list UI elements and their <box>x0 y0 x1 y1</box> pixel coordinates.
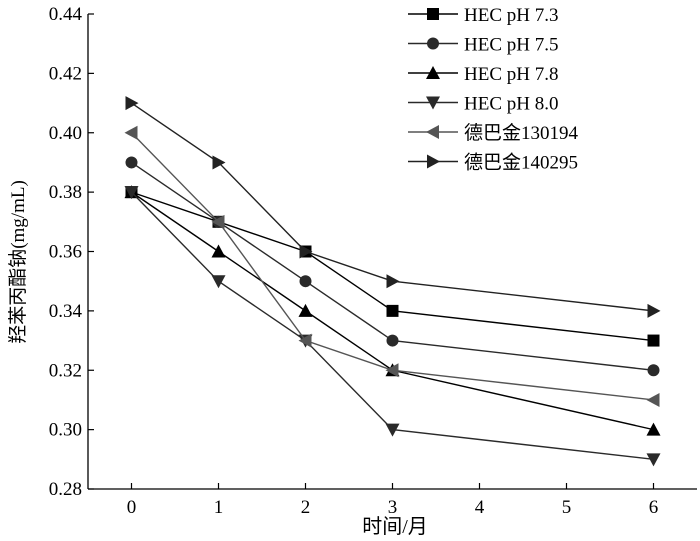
data-point <box>646 422 661 436</box>
y-tick-label: 0.42 <box>49 63 82 84</box>
legend-label: HEC pH 7.3 <box>464 5 558 26</box>
series-line <box>130 191 654 461</box>
x-tick-label: 6 <box>649 497 659 518</box>
legend-label: HEC pH 7.5 <box>464 35 558 56</box>
y-tick-label: 0.30 <box>49 420 82 441</box>
legend-label: 德巴金140295 <box>464 152 578 174</box>
series-6 <box>125 96 661 318</box>
y-tick-label: 0.28 <box>49 479 82 500</box>
data-point <box>386 274 400 289</box>
series-line <box>131 191 654 342</box>
y-tick-label: 0.36 <box>49 242 82 263</box>
legend-item: HEC pH 8.0 <box>408 94 558 115</box>
data-point <box>386 334 399 347</box>
x-tick-label: 1 <box>214 497 224 518</box>
y-tick-label: 0.34 <box>49 301 83 322</box>
data-point <box>211 244 226 258</box>
legend-item: 德巴金140295 <box>408 152 578 174</box>
legend-label: HEC pH 8.0 <box>464 94 558 115</box>
legend-marker <box>426 66 440 79</box>
data-point <box>298 333 312 348</box>
data-point <box>646 453 661 467</box>
y-tick-label: 0.38 <box>49 182 82 203</box>
data-point <box>299 275 312 288</box>
data-point <box>124 186 139 200</box>
x-axis-label: 时间/月 <box>362 515 428 538</box>
legend-marker <box>426 96 440 110</box>
series-5 <box>124 125 660 407</box>
legend-label: HEC pH 7.8 <box>464 64 558 85</box>
y-tick-label: 0.44 <box>49 4 83 25</box>
x-tick-label: 2 <box>301 497 311 518</box>
legend-marker <box>427 154 440 169</box>
series-2 <box>125 156 660 377</box>
x-tick-label: 4 <box>475 497 485 518</box>
data-point <box>124 125 138 140</box>
data-point <box>647 303 661 318</box>
x-tick-label: 5 <box>562 497 572 518</box>
x-tick-label: 0 <box>127 497 137 518</box>
data-point <box>298 303 313 317</box>
legend-marker <box>426 125 439 139</box>
legend-label: 德巴金130194 <box>464 122 579 144</box>
legend: HEC pH 7.3 HEC pH 7.5 HEC pH 7.8 HEC pH 8.0… <box>408 5 579 174</box>
data-point <box>212 155 226 170</box>
y-tick-label: 0.32 <box>49 360 82 381</box>
legend-item: HEC pH 7.5 <box>408 35 558 56</box>
axes: 0.28 0.30 0.32 0.34 0.36 0.38 0.40 0.42 0.44 0 1 2 3… <box>49 4 697 518</box>
data-point <box>211 214 225 229</box>
data-point <box>385 423 400 437</box>
legend-item: 德巴金130194 <box>408 122 579 144</box>
x-tick-label: 3 <box>388 497 398 518</box>
series-4 <box>124 186 661 467</box>
data-point <box>299 244 313 259</box>
y-axis-label: 羟苯丙酯钠(mg/mL) <box>7 180 29 344</box>
data-point <box>211 275 226 289</box>
y-tick-label: 0.40 <box>49 123 82 144</box>
series-layer <box>124 96 661 467</box>
data-point <box>125 96 139 111</box>
data-point <box>385 363 399 378</box>
data-point <box>647 334 660 347</box>
legend-marker <box>427 8 439 20</box>
data-point <box>647 364 660 377</box>
data-point <box>646 392 660 407</box>
data-point <box>386 304 399 317</box>
legend-item: HEC pH 7.3 <box>408 5 558 26</box>
data-point <box>125 156 138 169</box>
series-1 <box>125 186 660 347</box>
legend-item: HEC pH 7.8 <box>408 64 558 85</box>
legend-marker <box>427 37 439 50</box>
